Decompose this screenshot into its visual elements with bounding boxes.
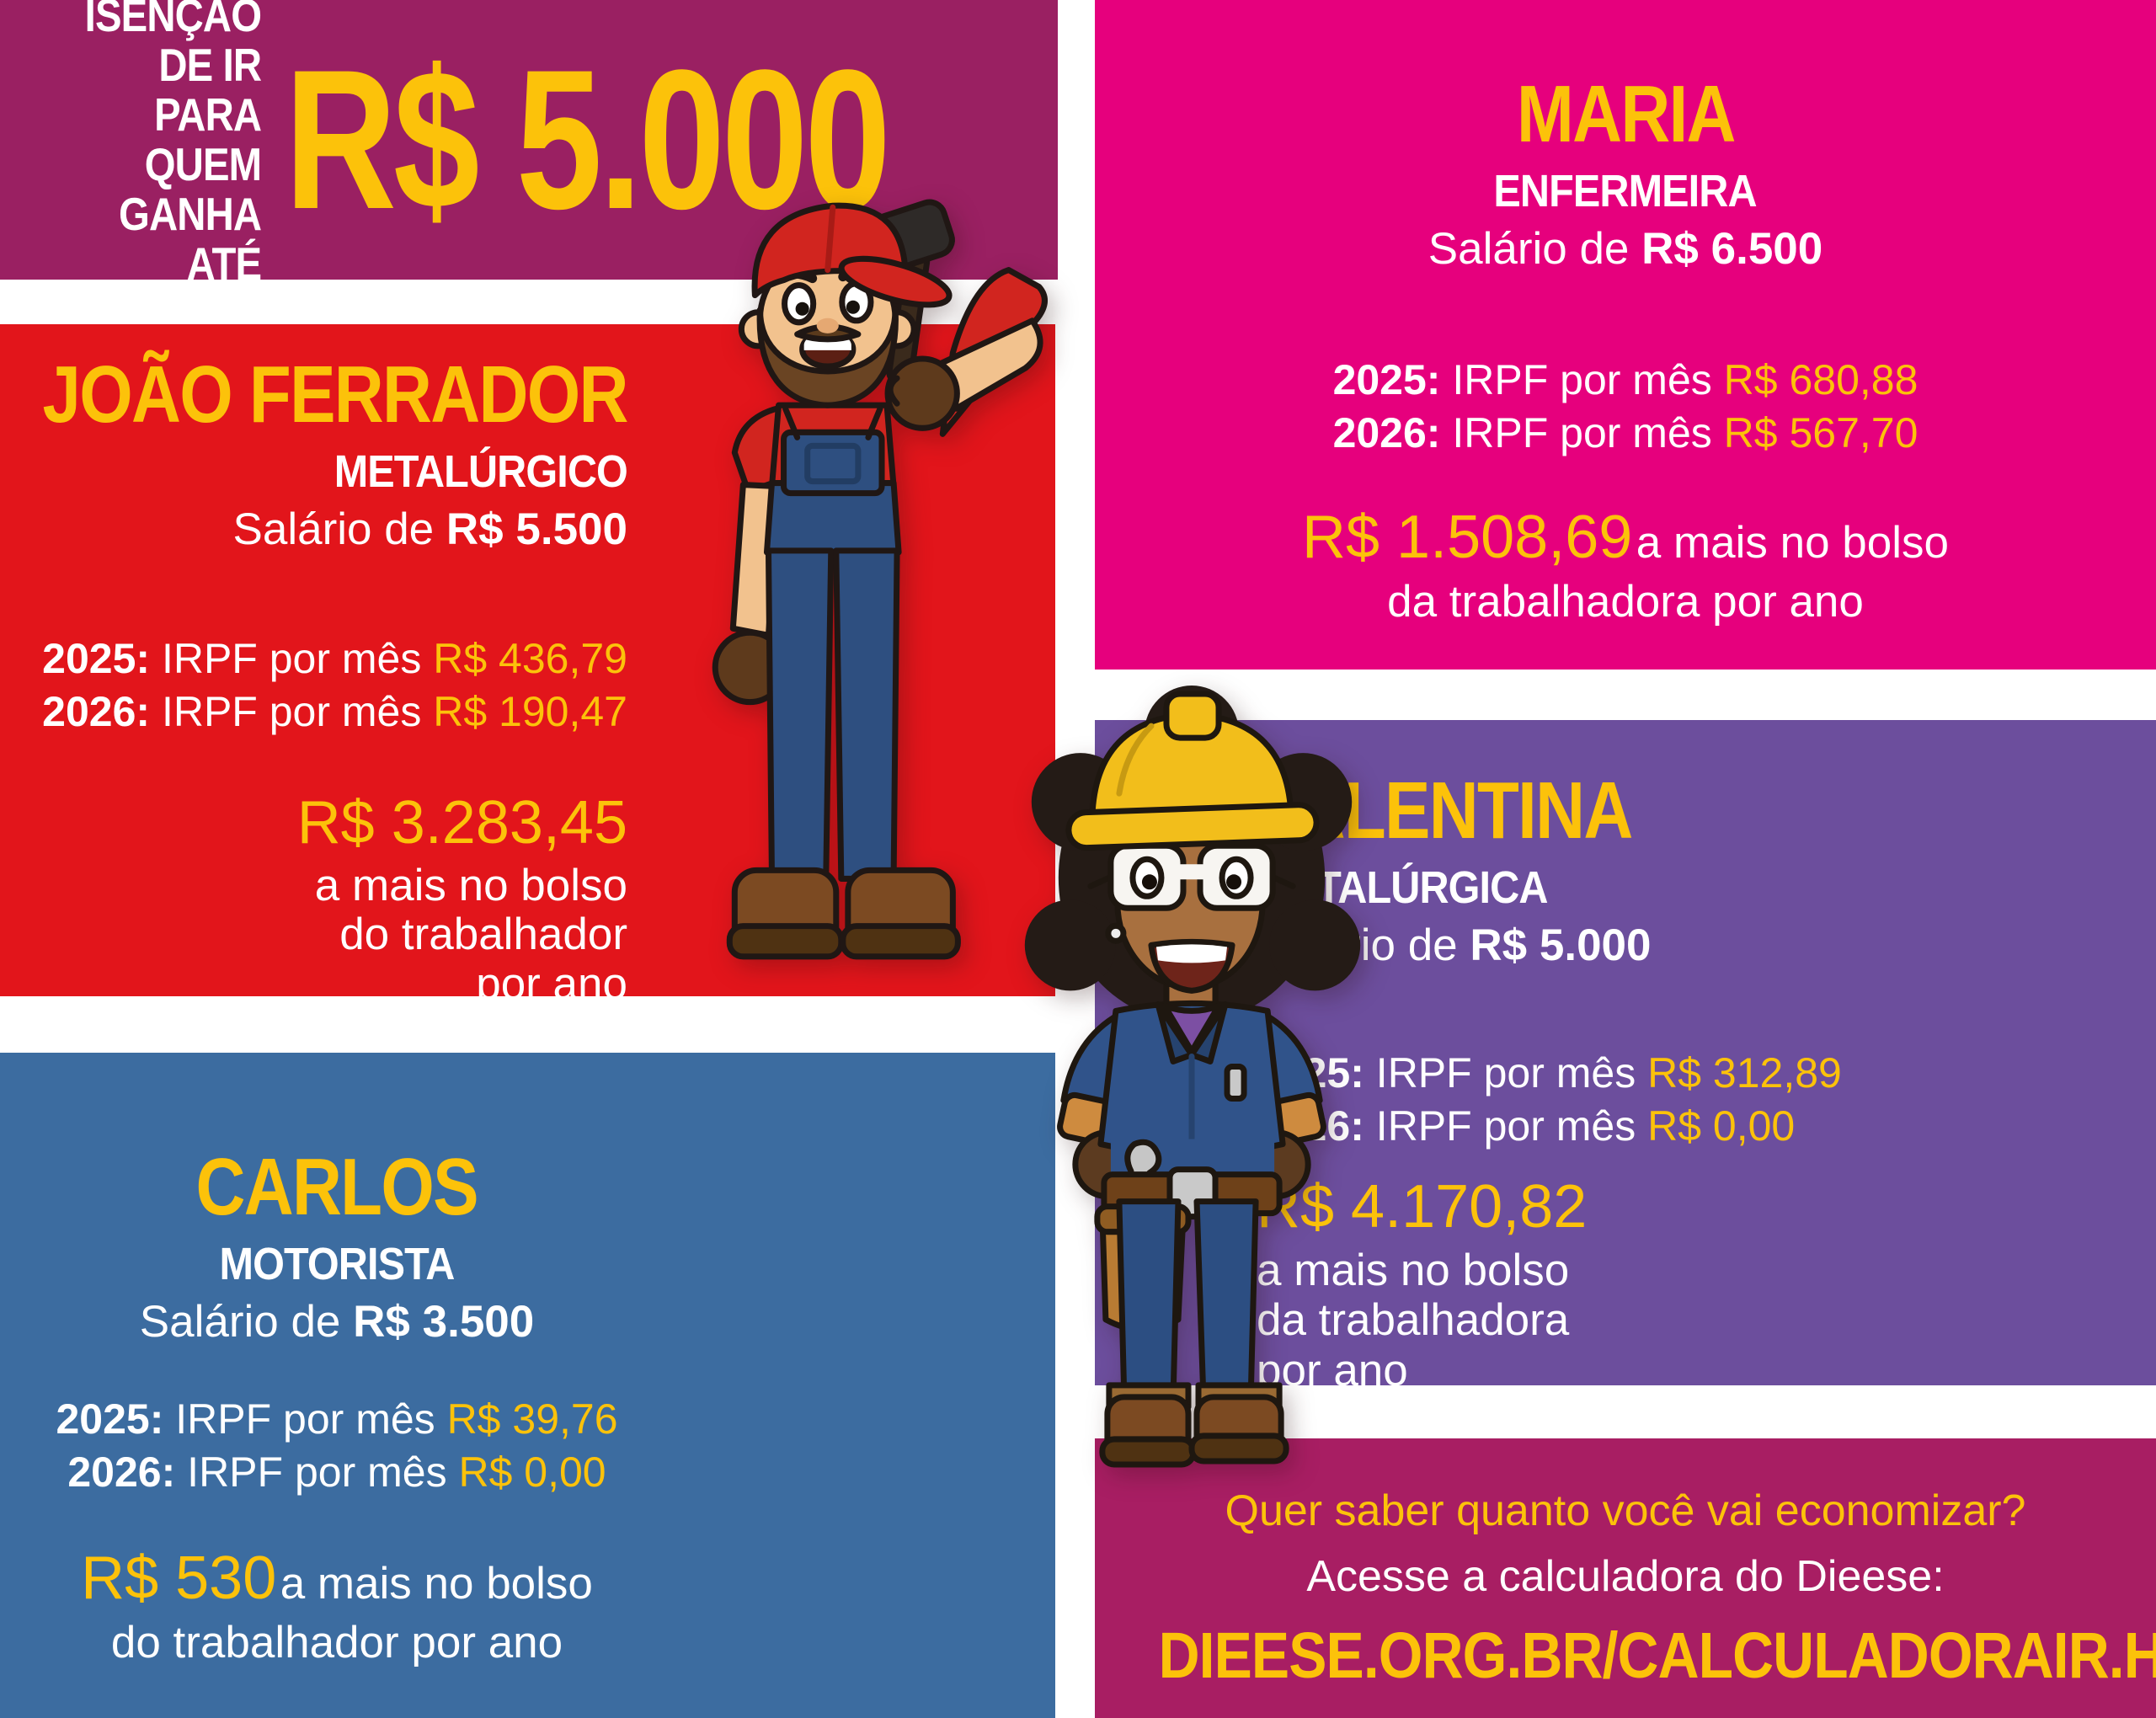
- carlos-irpf: 2025: IRPF por mês R$ 39,76 2026: IRPF p…: [0, 1393, 674, 1499]
- maria-irpf: 2025: IRPF por mês R$ 680,88 2026: IRPF …: [1095, 354, 2156, 460]
- carlos-panel: CARLOS MOTORISTA Salário de R$ 3.500 202…: [0, 1053, 1055, 1718]
- footer-cta: Acesse a calculadora do Dieese:: [1306, 1552, 1945, 1601]
- maria-savings: R$ 1.508,69 a mais no bolso: [1302, 504, 1949, 571]
- joao-character-illustration: [712, 199, 1048, 960]
- joao-occupation: METALÚRGICO: [334, 446, 628, 497]
- joao-savings-lines: a mais no bolso do trabalhador por ano: [314, 861, 627, 1009]
- valentina-salary-value: R$ 5.000: [1470, 920, 1652, 970]
- carlos-irpf-2025: 2025: IRPF por mês R$ 39,76: [56, 1395, 618, 1443]
- carlos-name: CARLOS: [195, 1142, 479, 1232]
- maria-irpf-2026: 2026: IRPF por mês R$ 567,70: [1332, 409, 1919, 456]
- carlos-text-block: CARLOS MOTORISTA Salário de R$ 3.500 202…: [0, 1147, 674, 1668]
- maria-savings-line2: da trabalhadora por ano: [1387, 577, 1864, 627]
- banner-line-2: PARA QUEM: [144, 88, 262, 190]
- footer-question: Quer saber quanto você vai economizar?: [1225, 1486, 2026, 1535]
- valentina-character-illustration: [1024, 686, 1361, 1468]
- maria-irpf-2025: 2025: IRPF por mês R$ 680,88: [1332, 356, 1919, 403]
- joao-savings-value: R$ 3.283,45: [296, 789, 627, 856]
- joao-salary: Salário de R$ 5.500: [232, 504, 628, 554]
- calculator-url-link[interactable]: DIEESE.ORG.BR/CALCULADORAIR.HTML: [1158, 1619, 2156, 1692]
- carlos-irpf-2026: 2026: IRPF por mês R$ 0,00: [67, 1449, 606, 1496]
- banner-line-3: GANHA ATÉ: [119, 187, 262, 290]
- maria-savings-value: R$ 1.508,69: [1302, 504, 1633, 571]
- carlos-savings: R$ 530 a mais no bolso: [81, 1545, 593, 1612]
- carlos-salary-value: R$ 3.500: [353, 1297, 535, 1347]
- exemption-banner: ISENÇÃO DE IR PARA QUEM GANHA ATÉ R$ 5.0…: [0, 0, 1058, 288]
- maria-name: MARIA: [1516, 69, 1737, 159]
- carlos-savings-line2: do trabalhador por ano: [110, 1618, 563, 1668]
- maria-salary-value: R$ 6.500: [1641, 224, 1823, 274]
- maria-occupation: ENFERMEIRA: [1493, 166, 1758, 216]
- joao-irpf: 2025: IRPF por mês R$ 436,79 2026: IRPF …: [0, 632, 627, 739]
- maria-salary: Salário de R$ 6.500: [1428, 224, 1823, 274]
- maria-panel: MARIA ENFERMEIRA Salário de R$ 6.500 202…: [1095, 0, 2156, 670]
- banner-line-1: ISENÇÃO DE IR: [84, 0, 262, 92]
- maria-text-block: MARIA ENFERMEIRA Salário de R$ 6.500 202…: [1095, 74, 2156, 627]
- carlos-salary: Salário de R$ 3.500: [139, 1297, 535, 1347]
- joao-name: JOÃO FERRADOR: [42, 349, 629, 440]
- joao-irpf-2026: 2026: IRPF por mês R$ 190,47: [42, 688, 627, 735]
- joao-salary-value: R$ 5.500: [446, 504, 627, 554]
- carlos-occupation: MOTORISTA: [219, 1239, 456, 1289]
- joao-text-block: JOÃO FERRADOR METALÚRGICO Salário de R$ …: [0, 349, 629, 1009]
- carlos-savings-value: R$ 530: [81, 1545, 277, 1612]
- exemption-amount: R$ 5.000: [285, 29, 891, 251]
- exemption-banner-label: ISENÇÃO DE IR PARA QUEM GANHA ATÉ: [61, 0, 262, 289]
- valentina-savings-value: R$ 4.170,82: [1257, 1173, 1588, 1240]
- calculator-footer-panel: Quer saber quanto você vai economizar? A…: [1095, 1438, 2156, 1718]
- joao-irpf-2025: 2025: IRPF por mês R$ 436,79: [42, 635, 627, 682]
